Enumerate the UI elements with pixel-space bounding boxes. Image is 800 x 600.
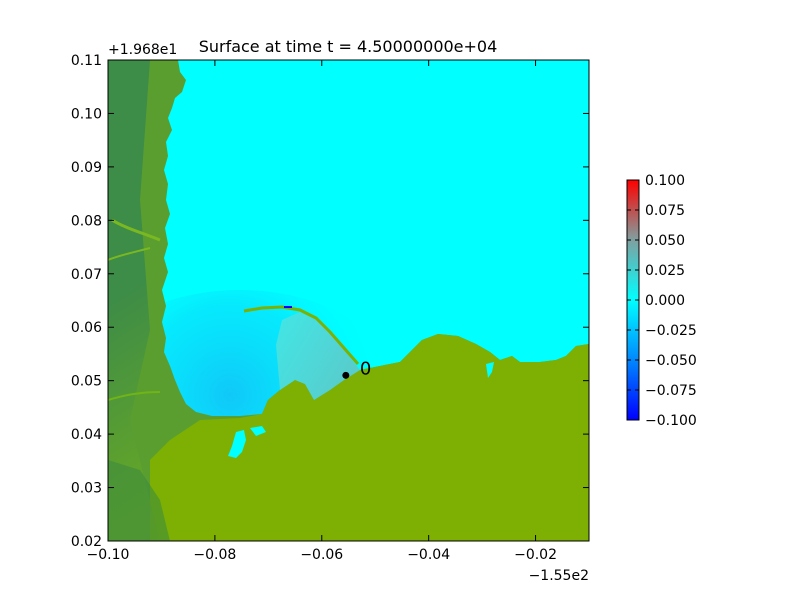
x-tick-label: −0.02 [514, 547, 557, 563]
river-valley [111, 218, 161, 242]
y-tick-label: 0.04 [71, 427, 102, 443]
colorbar-tick-label: 0.025 [645, 263, 685, 279]
land-dark-patch [108, 460, 170, 541]
y-offset-label: +1.968e1 [108, 42, 177, 58]
y-tick-label: 0.06 [71, 320, 102, 336]
colorbar-tick-label: 0.050 [645, 233, 685, 249]
y-tick-label: 0.11 [71, 53, 102, 69]
y-tick-label: 0.08 [71, 213, 102, 229]
land-hills-shade [108, 60, 160, 541]
land-east [150, 334, 589, 541]
y-tick-label: 0.02 [71, 534, 102, 550]
colorbar-tick-label: 0.000 [645, 293, 685, 309]
x-tick-label: −0.04 [407, 547, 450, 563]
y-tick-label: 0.05 [71, 374, 102, 390]
colorbar-tick-label: −0.100 [645, 413, 697, 429]
y-tick-label: 0.09 [71, 160, 102, 176]
gauge-point [342, 371, 350, 379]
gauge-label: 0 [360, 358, 371, 379]
x-axis: −0.10 −0.08 −0.06 −0.04 −0.02 [87, 60, 557, 563]
colorbar-tick-label: −0.050 [645, 353, 697, 369]
chart-title: Surface at time t = 4.50000000e+04 [199, 37, 498, 56]
colorbar: 0.100 0.075 0.050 0.025 0.000 −0.025 −0.050 −0.… [626, 173, 697, 429]
y-tick-label: 0.03 [71, 481, 102, 497]
axes-frame [107, 59, 590, 542]
colorbar-tick-label: −0.075 [645, 383, 697, 399]
gauge-layer: 0 [342, 358, 371, 379]
water-pocket [486, 362, 494, 378]
y-tick-label: 0.07 [71, 267, 102, 283]
inlet-surface [276, 312, 360, 400]
colorbar-ticks: 0.100 0.075 0.050 0.025 0.000 −0.025 −0.050 −0.… [627, 173, 697, 429]
shoreline-spit [243, 305, 360, 365]
river-valley [108, 391, 161, 401]
water-pocket [228, 430, 246, 458]
colorbar-tick-label: −0.025 [645, 323, 697, 339]
colorbar-tick-label: 0.075 [645, 203, 685, 219]
water-pocket [250, 426, 266, 436]
plot-area [108, 60, 589, 541]
x-tick-label: −0.10 [87, 547, 130, 563]
x-offset-label: −1.55e2 [529, 568, 589, 584]
x-tick-label: −0.08 [193, 547, 236, 563]
y-axis: 0.02 0.03 0.04 0.05 0.06 0.07 0.08 0.09 0.10 0.11 [71, 53, 589, 550]
x-tick-label: −0.06 [300, 547, 343, 563]
y-tick-label: 0.10 [71, 106, 102, 122]
river-valley [108, 247, 151, 261]
colorbar-tick-label: 0.100 [645, 173, 685, 189]
